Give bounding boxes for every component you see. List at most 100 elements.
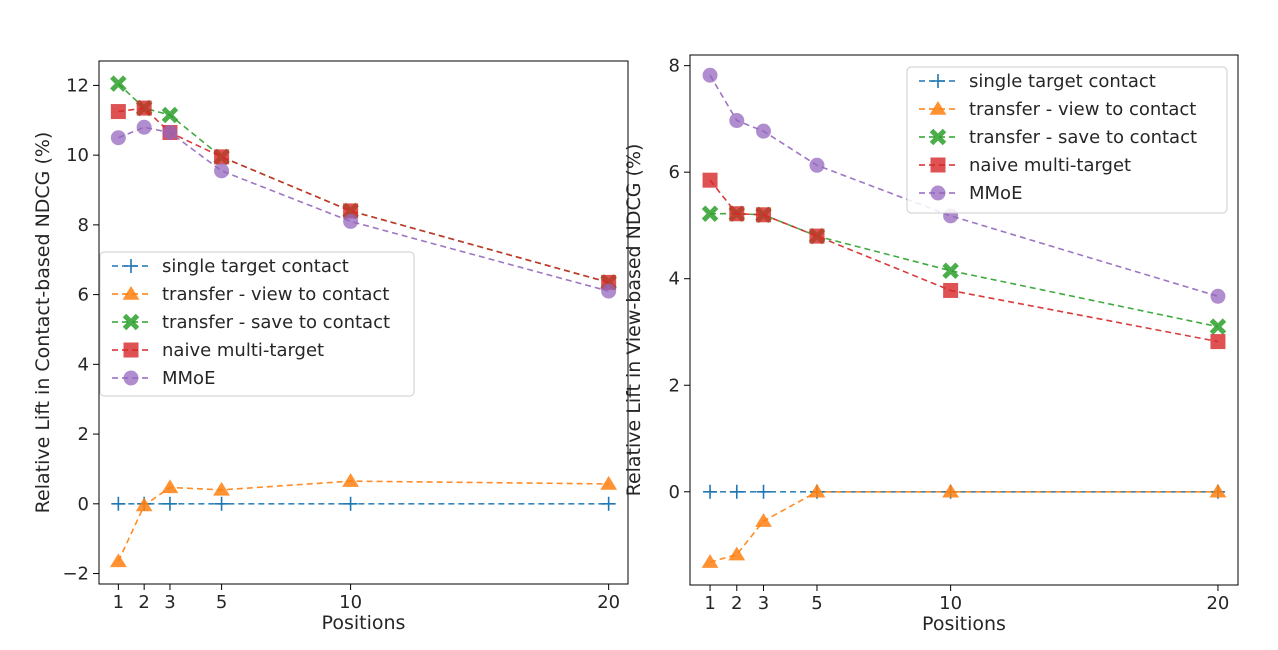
data-point (601, 283, 617, 299)
data-point (1209, 318, 1227, 335)
legend-label: transfer - view to contact (969, 99, 1196, 120)
y-tick-label: 6 (78, 285, 89, 306)
data-point (809, 228, 825, 244)
series-plus (111, 496, 616, 511)
data-point (213, 481, 230, 496)
data-point (729, 206, 745, 222)
legend-label: naive multi-target (162, 340, 324, 361)
data-point (343, 213, 359, 229)
x-tick-label: 10 (939, 593, 962, 614)
legend-marker (929, 128, 947, 146)
x-tick-label: 3 (758, 593, 769, 614)
legend-label: MMoE (969, 183, 1022, 204)
data-point (942, 483, 960, 498)
legend-label: transfer - save to contact (162, 312, 390, 333)
legend-box (906, 66, 1228, 214)
legend-marker (931, 74, 945, 88)
data-point (729, 484, 744, 499)
series-triangle (701, 483, 1227, 568)
legend-marker (930, 157, 946, 173)
plot-frame (98, 60, 629, 585)
data-point (1209, 483, 1227, 498)
y-tick-label: 4 (669, 269, 680, 290)
x-tick-label: 20 (1206, 593, 1229, 614)
plot-frame (689, 54, 1239, 586)
series-circle (702, 67, 1226, 304)
legend-label: MMoE (162, 368, 215, 389)
data-point (943, 282, 959, 298)
data-point (343, 203, 359, 219)
legend-marker (122, 286, 140, 300)
series-line (709, 490, 1218, 563)
y-tick-label: 4 (78, 354, 89, 375)
y-tick-label: −2 (62, 564, 89, 585)
series-circle (110, 119, 617, 299)
x-tick-label: 5 (216, 592, 227, 613)
data-point (755, 513, 772, 527)
legend-marker (123, 370, 139, 386)
y-tick-label: 12 (66, 75, 89, 96)
legend-label: naive multi-target (969, 155, 1131, 176)
legend-label: transfer - save to contact (969, 127, 1197, 148)
data-point (342, 473, 359, 487)
series-square (702, 172, 1226, 350)
x-tick-label: 10 (339, 592, 362, 613)
data-point (214, 496, 229, 511)
x-tick-label: 3 (164, 592, 175, 613)
data-point (1210, 334, 1226, 350)
legend-label: single target contact (969, 71, 1156, 92)
data-point (756, 207, 772, 223)
series-line (709, 74, 1219, 298)
data-point (942, 262, 959, 279)
data-point (214, 163, 230, 179)
data-point (701, 205, 719, 223)
x-tick-label: 2 (731, 593, 742, 614)
data-point (136, 119, 152, 135)
x-tick-label: 1 (704, 593, 715, 614)
data-point (756, 484, 771, 499)
legend-marker (123, 342, 139, 358)
data-point (110, 130, 126, 146)
data-point (702, 67, 718, 83)
legend: single target contact transfer - view to … (906, 66, 1228, 214)
data-point (728, 546, 746, 561)
x-tick-label: 1 (113, 592, 124, 613)
data-point (111, 496, 126, 511)
data-point (214, 149, 230, 165)
data-point (1210, 288, 1226, 304)
y-tick-label: 0 (669, 482, 680, 503)
y-axis-title: Relative Lift in Contact-based NDCG (%) (32, 132, 54, 514)
data-point (162, 124, 178, 140)
data-point (702, 172, 718, 188)
data-point (701, 554, 719, 568)
data-point (110, 104, 126, 120)
data-point (756, 123, 772, 139)
data-point (343, 496, 358, 511)
data-point (136, 100, 152, 116)
x-axis-title: Positions (322, 612, 406, 634)
data-point (809, 157, 825, 173)
legend-marker (929, 101, 947, 115)
legend-label: transfer - view to contact (162, 284, 389, 305)
series-line (710, 212, 1219, 328)
series-line (117, 480, 609, 562)
x-tick-label: 5 (811, 593, 822, 614)
y-tick-label: 10 (66, 145, 89, 166)
y-axis-title: Relative Lift in View-based NDCG (%) (623, 144, 645, 497)
data-point (109, 553, 127, 568)
series-triangle (109, 473, 618, 568)
legend-marker (122, 313, 140, 331)
data-point (110, 75, 127, 92)
data-point (808, 483, 826, 498)
x-axis-title: Positions (922, 613, 1006, 635)
data-point (600, 475, 618, 490)
series-x (701, 205, 1227, 335)
data-point (161, 479, 179, 494)
y-tick-label: 8 (669, 56, 680, 77)
data-point (135, 497, 153, 512)
legend-marker (124, 259, 138, 273)
y-tick-label: 0 (78, 494, 89, 515)
legend-label: single target contact (162, 256, 349, 277)
data-point (601, 496, 616, 511)
